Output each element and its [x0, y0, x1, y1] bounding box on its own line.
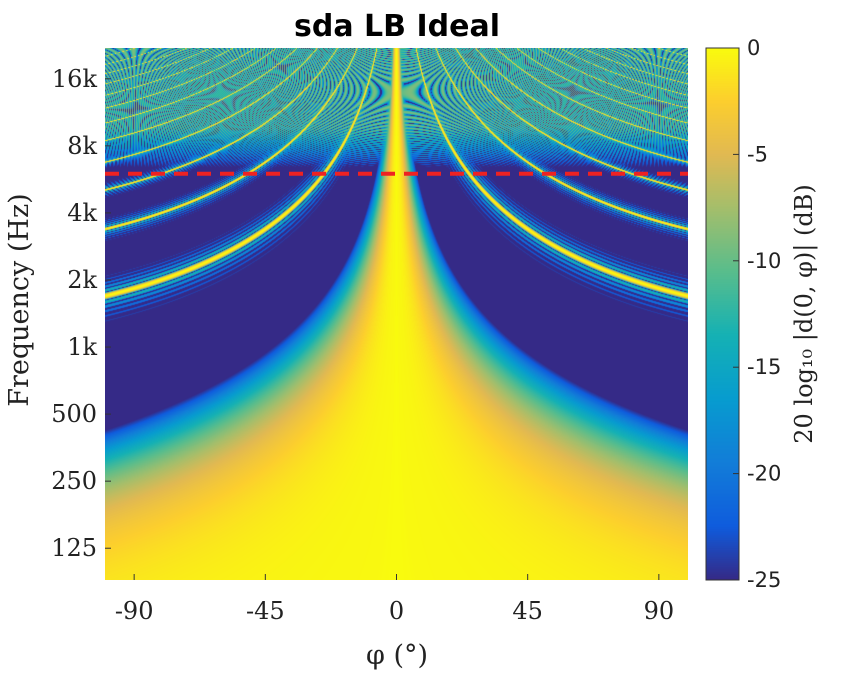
y-tick-label: 125: [51, 534, 97, 562]
colorbar: 0 -5 -10 -15 -20 -25 20 log₁₀ |d(0, φ)| (dB): [705, 36, 819, 592]
y-tick-label: 4k: [67, 199, 97, 227]
colorbar-tick-label: -25: [747, 568, 781, 592]
colorbar-tick-label: -10: [747, 249, 781, 273]
y-axis-ticks: 125 250 500 1k 2k 4k 8k 16k: [51, 65, 111, 562]
colorbar-ticks: 0 -5 -10 -15 -20 -25: [733, 36, 781, 592]
y-tick-label: 250: [51, 467, 97, 495]
x-tick-label: -90: [115, 597, 154, 625]
x-tick-label: -45: [246, 597, 285, 625]
y-tick-label: 2k: [67, 266, 97, 294]
colorbar-tick-label: -20: [747, 462, 781, 486]
colorbar-gradient: [706, 48, 739, 580]
x-tick-label: 45: [512, 597, 543, 625]
colorbar-label: 20 log₁₀ |d(0, φ)| (dB): [790, 184, 819, 443]
x-tick-label: 90: [644, 597, 675, 625]
colorbar-tick-label: -15: [747, 355, 781, 379]
chart-title: sda LB Ideal: [294, 9, 500, 44]
x-axis-ticks: -90 -45 0 45 90: [115, 574, 674, 625]
heatmap-image-container: [105, 48, 688, 580]
colorbar-tick-label: 0: [747, 36, 760, 60]
y-axis-label: Frequency (Hz): [4, 193, 35, 406]
colorbar-tick-label: -5: [747, 142, 768, 166]
heatmap-plot-area: [105, 48, 688, 580]
x-axis-label: φ (°): [366, 640, 428, 671]
colorbar-gradient-container: [706, 48, 739, 580]
y-tick-label: 500: [51, 400, 97, 428]
x-tick-label: 0: [389, 597, 404, 625]
y-tick-label: 16k: [52, 65, 98, 93]
y-tick-label: 1k: [67, 333, 97, 361]
y-tick-label: 8k: [67, 132, 97, 160]
heatmap-image: [105, 48, 688, 580]
colorbar-frame: [705, 47, 740, 581]
